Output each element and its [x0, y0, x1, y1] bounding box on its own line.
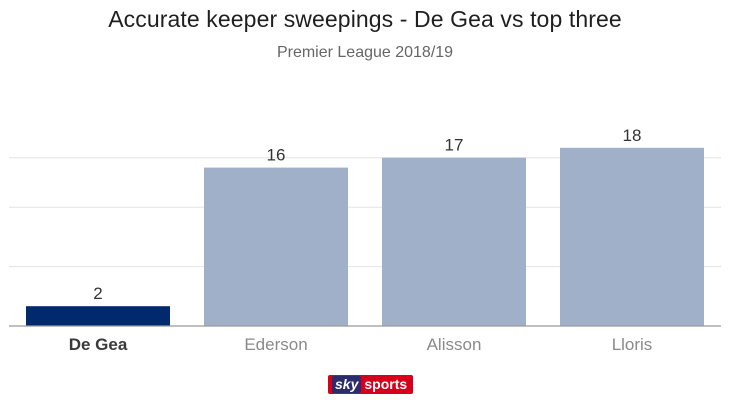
category-label-lloris: Lloris	[612, 335, 653, 354]
bar-alisson	[382, 157, 526, 326]
bar-lloris	[560, 147, 704, 326]
category-label-ederson: Ederson	[244, 335, 307, 354]
category-label-alisson: Alisson	[427, 335, 482, 354]
value-label-lloris: 18	[623, 126, 642, 145]
value-label-alisson: 17	[445, 136, 464, 155]
value-label-de-gea: 2	[93, 284, 102, 303]
logo-sky-text: sky	[332, 376, 362, 393]
category-label-de-gea: De Gea	[69, 335, 128, 354]
chart-title: Accurate keeper sweepings - De Gea vs to…	[108, 6, 622, 32]
logo-sports-text: sports	[364, 376, 408, 392]
bar-ederson	[204, 167, 348, 326]
chart-subtitle: Premier League 2018/19	[276, 44, 454, 61]
sky-sports-logo: sky sports	[328, 375, 414, 394]
bar-de-gea	[26, 306, 170, 326]
value-label-ederson: 16	[267, 146, 286, 165]
